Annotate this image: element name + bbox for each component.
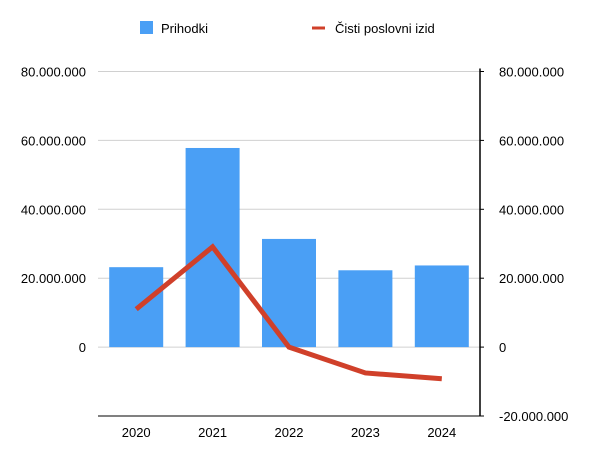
legend-label-prihodki: Prihodki xyxy=(161,21,208,36)
bar-series xyxy=(109,147,469,348)
left-axis-tick-label: 40.000.000 xyxy=(21,202,86,217)
x-axis-tick-label: 2023 xyxy=(351,425,380,440)
right-axis-labels: -20.000.000 0 20.000.000 40.000.000 60.000.0… xyxy=(499,65,568,425)
right-axis-tick-label: 80.000.000 xyxy=(499,65,564,80)
left-axis-tick-label: 60.000.000 xyxy=(21,133,86,148)
bar-2023 xyxy=(338,270,393,348)
x-axis-tick-label: 2022 xyxy=(275,425,304,440)
bar-2022 xyxy=(262,238,316,348)
left-axis-labels: 0 20.000.000 40.000.000 60.000.000 80.000.00… xyxy=(21,65,86,356)
x-axis-tick-label: 2021 xyxy=(198,425,227,440)
legend: Prihodki Čisti poslovni izid xyxy=(140,21,435,36)
right-axis-tick-label: -20.000.000 xyxy=(499,409,568,424)
legend-label-cisti-poslovni-izid: Čisti poslovni izid xyxy=(335,21,435,36)
right-axis-tick-label: 0 xyxy=(499,340,506,355)
x-axis-tick-label: 2024 xyxy=(427,425,456,440)
left-axis-tick-label: 80.000.000 xyxy=(21,65,86,80)
bar-2024 xyxy=(414,265,469,348)
right-axis-tick-label: 40.000.000 xyxy=(499,202,564,217)
x-axis-tick-label: 2020 xyxy=(122,425,151,440)
left-axis-tick-label: 0 xyxy=(79,340,86,355)
left-axis-tick-label: 20.000.000 xyxy=(21,271,86,286)
line-series xyxy=(134,243,442,382)
right-axis-tick-label: 20.000.000 xyxy=(499,271,564,286)
right-axis-tick-label: 60.000.000 xyxy=(499,133,564,148)
legend-swatch-prihodki xyxy=(140,21,153,34)
x-axis-labels: 2020 2021 2022 2023 2024 xyxy=(122,425,457,440)
axes xyxy=(98,68,484,417)
